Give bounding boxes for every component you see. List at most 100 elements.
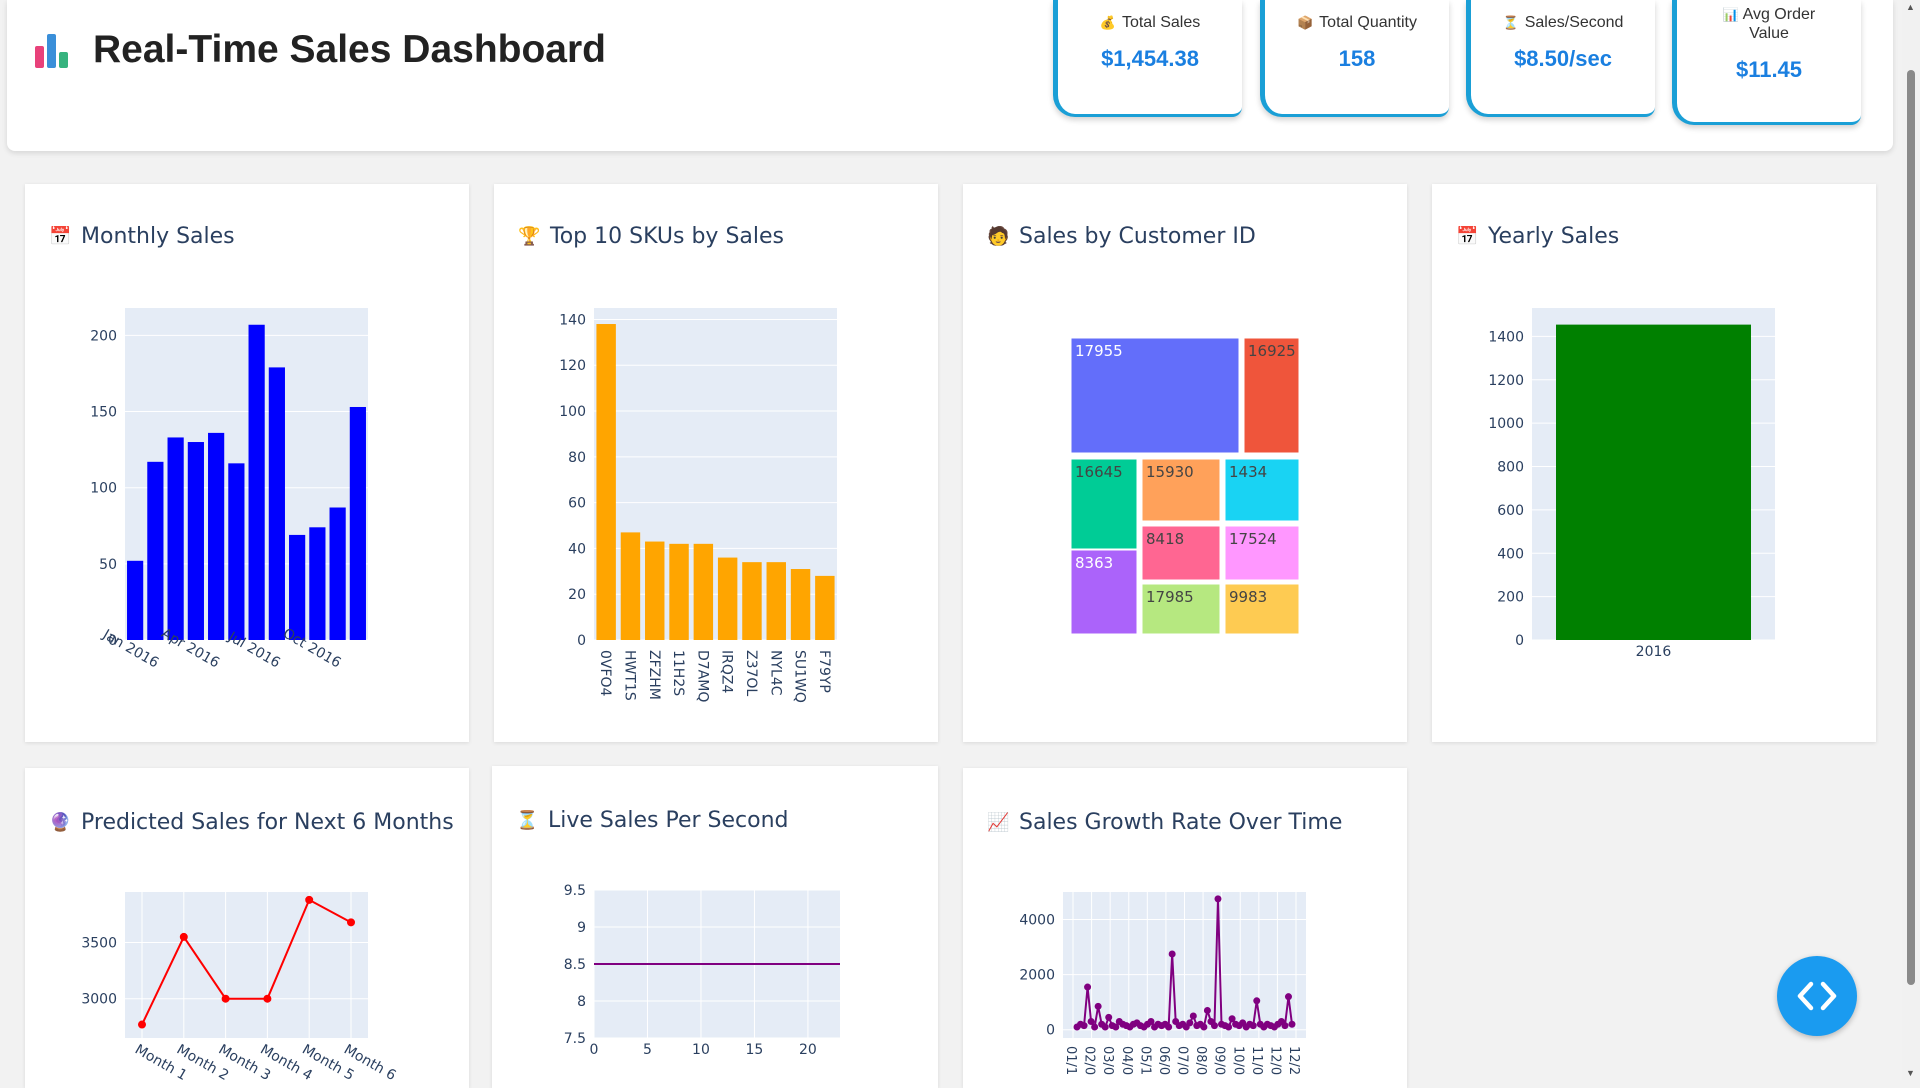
treemap-tile — [1070, 458, 1138, 550]
kpi-avg-order-value: 📊 Avg Order Value $11.45 — [1672, 0, 1861, 125]
kpi-label-line2: Value — [1749, 25, 1789, 42]
treemap-tile — [1224, 583, 1300, 635]
y-tick-label: 200 — [1497, 590, 1524, 606]
bar — [815, 575, 835, 640]
bar — [147, 461, 164, 640]
bar — [248, 324, 265, 640]
y-tick-label: 120 — [559, 358, 586, 374]
y-tick-label: 4000 — [1019, 913, 1055, 929]
calendar-icon: 📅 — [49, 226, 72, 247]
x-tick-label: 12/2 — [1286, 1046, 1301, 1075]
kpi-value: $8.50/sec — [1514, 46, 1612, 71]
data-point — [263, 994, 272, 1003]
code-brackets-icon — [1797, 981, 1837, 1011]
y-tick-label: 3000 — [81, 992, 117, 1008]
x-tick-label: ZFZHM — [646, 650, 662, 700]
bar — [596, 324, 616, 640]
growth-rate-chart[interactable]: 01/1 02/0 03/0 04/0 05/1 06/0 07/0 08/0 09/0 10/0… — [963, 768, 1407, 1088]
treemap-label: 1434 — [1229, 463, 1267, 481]
y-tick-label: 0 — [1046, 1023, 1055, 1039]
y-tick-label: 40 — [568, 541, 586, 557]
data-point — [1203, 1006, 1211, 1014]
data-point — [1284, 993, 1292, 1001]
top-skus-chart[interactable]: 0 20 40 60 80 100 120 140 0VFO4 HWT1S ZFZHM 11H2S D7… — [494, 184, 938, 742]
x-tick-label: NYL4C — [767, 650, 783, 696]
data-point — [1253, 997, 1261, 1005]
data-point — [1080, 1022, 1088, 1030]
card-predicted-sales: 🔮 Predicted Sales for Next 6 Months 3000 3… — [25, 768, 469, 1088]
money-bag-icon: 💰 — [1099, 15, 1116, 30]
x-tick-label: 0VFO4 — [597, 650, 613, 697]
card-title: Top 10 SKUs by Sales — [550, 224, 784, 249]
package-icon: 📦 — [1296, 15, 1314, 30]
kpi-sales-per-second: ⏳ Sales/Second $8.50/sec — [1466, 0, 1655, 117]
x-tick-label: 11/0 — [1249, 1046, 1264, 1075]
x-tick-label: 10/0 — [1230, 1046, 1245, 1075]
data-point — [1147, 1017, 1155, 1025]
bar — [349, 406, 366, 640]
data-point — [1101, 1023, 1109, 1031]
y-tick-label: 400 — [1497, 546, 1524, 562]
yearly-sales-chart[interactable]: 0 200 400 600 800 1000 1200 1400 2016 — [1432, 184, 1876, 742]
x-tick-label: 11H2S — [670, 650, 686, 696]
bar — [127, 560, 144, 640]
y-tick-label: 9 — [577, 920, 586, 936]
chart-increasing-icon: 📈 — [987, 812, 1010, 833]
kpi-label: Sales/Second — [1524, 14, 1624, 31]
data-point — [1189, 1012, 1197, 1020]
page-scrollbar[interactable]: ▲ ▼ — [1902, 0, 1920, 1080]
y-tick-label: 140 — [559, 312, 586, 328]
plot-area — [125, 308, 368, 640]
treemap-tile — [1070, 337, 1240, 454]
x-tick-label: 5 — [643, 1042, 652, 1058]
kpi-label: Total Quantity — [1319, 14, 1417, 31]
y-tick-label: 80 — [568, 450, 586, 466]
dashboard-header: Real-Time Sales Dashboard 💰 Total Sales $… — [7, 0, 1893, 151]
customer-treemap[interactable]: 17955 16925 16645 15930 1434 8363 8418 17524 179… — [963, 184, 1407, 742]
kpi-label: Total Sales — [1121, 14, 1201, 31]
treemap-label: 17524 — [1229, 530, 1277, 548]
data-point — [1112, 1023, 1120, 1031]
data-point — [1094, 1002, 1102, 1010]
scroll-down-arrow-icon[interactable]: ▼ — [1906, 1068, 1915, 1078]
plot-area — [125, 892, 368, 1038]
x-tick-label: 08/0 — [1193, 1046, 1208, 1075]
data-point — [1214, 895, 1222, 903]
card-monthly-sales: 📅 Monthly Sales 0 50 100 150 200 Jan 2016 Apr 2… — [25, 184, 469, 742]
y-tick-label: 7.5 — [564, 1031, 586, 1047]
series-line — [141, 898, 352, 1025]
data-point — [221, 994, 230, 1003]
code-toggle-button[interactable] — [1777, 956, 1857, 1036]
scroll-up-arrow-icon[interactable]: ▲ — [1906, 2, 1915, 12]
trophy-icon: 🏆 — [518, 226, 541, 247]
x-tick-label: 02/0 — [1082, 1046, 1097, 1075]
bar — [167, 437, 184, 640]
x-tick-label: SU1WQ — [792, 650, 808, 703]
x-tick-label: 20 — [799, 1042, 817, 1058]
scroll-thumb[interactable] — [1907, 70, 1915, 985]
x-tick-label: Z37OL — [743, 650, 759, 696]
y-tick-label: 1200 — [1488, 373, 1524, 389]
y-tick-label: 0 — [108, 633, 117, 649]
treemap-tile — [1141, 583, 1221, 635]
data-point — [347, 918, 355, 927]
treemap-tile — [1141, 458, 1221, 522]
treemap-label: 16645 — [1075, 463, 1123, 481]
bar — [1556, 324, 1751, 640]
x-tick-label: 05/1 — [1137, 1046, 1152, 1075]
y-tick-label: 3500 — [81, 936, 117, 952]
y-tick-label: 0 — [577, 633, 586, 649]
x-tick-label: 03/0 — [1100, 1046, 1115, 1075]
y-tick-label: 1000 — [1488, 416, 1524, 432]
crystal-ball-icon: 🔮 — [49, 812, 72, 833]
card-title: Monthly Sales — [81, 224, 235, 249]
data-point — [1091, 1023, 1099, 1031]
card-title: Yearly Sales — [1488, 224, 1620, 249]
live-sales-chart[interactable]: 7.5 8 8.5 9 9.5 0 5 10 15 20 — [492, 766, 938, 1088]
x-tick-label: 04/0 — [1119, 1046, 1134, 1075]
data-point — [1084, 983, 1092, 991]
y-tick-label: 600 — [1497, 503, 1524, 519]
treemap-label: 8418 — [1146, 530, 1184, 548]
